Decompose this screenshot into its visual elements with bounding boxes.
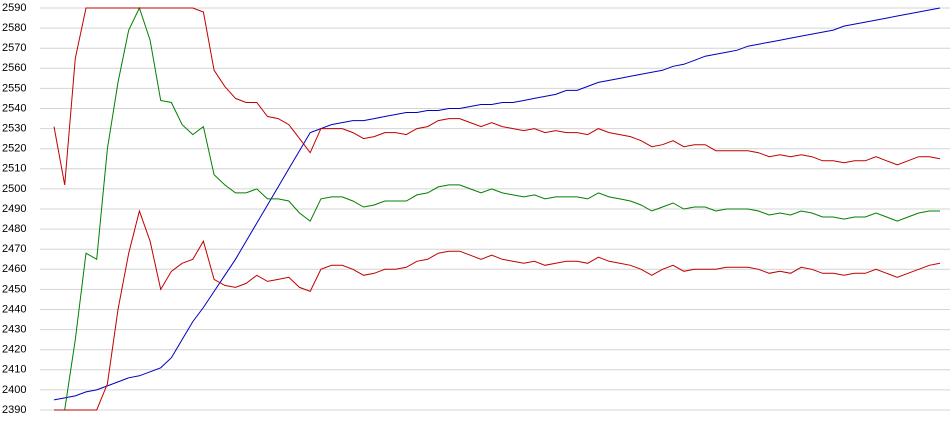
y-tick-label: 2510 [2, 163, 26, 175]
y-tick-label: 2470 [2, 243, 26, 255]
series-line [53, 7, 941, 185]
y-tick-label: 2400 [2, 384, 26, 396]
y-tick-label: 2390 [2, 404, 26, 416]
y-tick-label: 2580 [2, 22, 26, 34]
y-tick-label: 2440 [2, 303, 26, 315]
y-tick-label: 2570 [2, 42, 26, 54]
y-tick-label: 2420 [2, 344, 26, 356]
series-line [54, 209, 941, 411]
y-tick-label: 2560 [2, 62, 26, 74]
series-line [53, 7, 941, 401]
y-tick-label: 2500 [2, 183, 26, 195]
y-tick-label: 2430 [2, 324, 26, 336]
y-tick-label: 2550 [2, 82, 26, 94]
y-tick-label: 2530 [2, 123, 26, 135]
y-tick-label: 2520 [2, 143, 26, 155]
y-tick-label: 2480 [2, 223, 26, 235]
y-tick-label: 2410 [2, 364, 26, 376]
y-tick-label: 2540 [2, 102, 26, 114]
y-tick-label: 2490 [2, 203, 26, 215]
y-tick-label: 2460 [2, 263, 26, 275]
y-tick-label: 2450 [2, 283, 26, 295]
series-line [54, 6, 940, 411]
y-tick-label: 2590 [2, 2, 26, 14]
